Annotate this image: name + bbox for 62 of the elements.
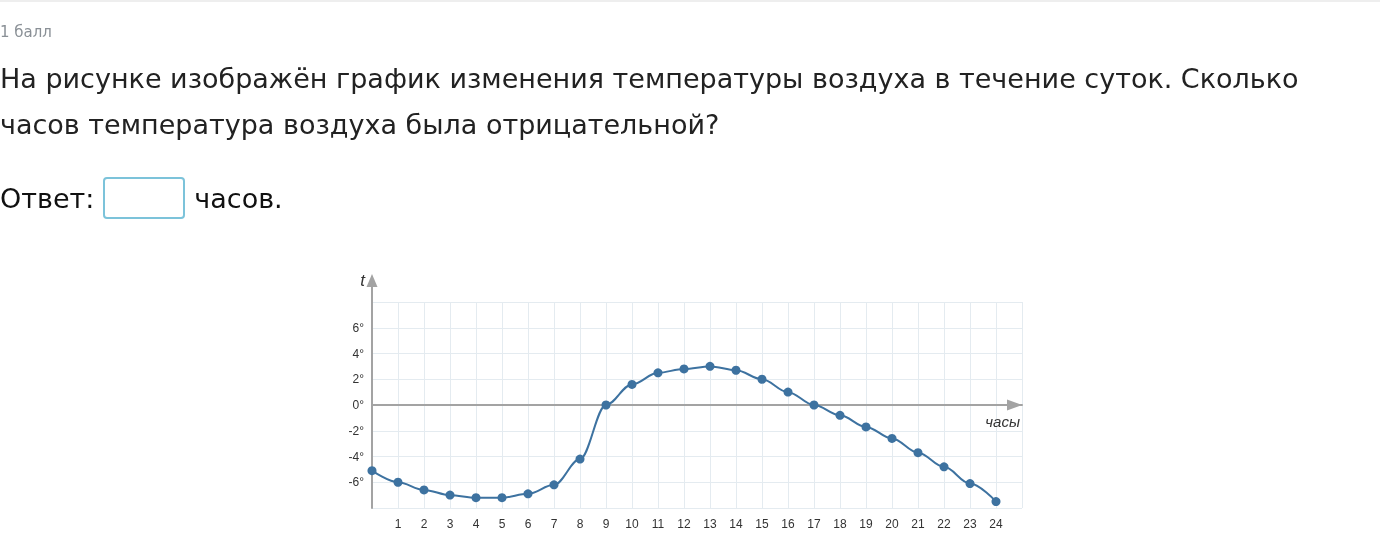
point [809,400,819,410]
point [757,374,767,384]
x-tick-label: 8 [576,517,584,531]
point [497,493,507,503]
point [913,448,923,458]
x-tick-label: 6 [524,517,532,531]
y-tick-label: -2° [348,423,365,438]
x-tick-label: 19 [859,517,873,531]
point [393,477,403,487]
y-axis-title: t [360,271,367,290]
x-tick-label: 1 [394,517,402,531]
x-tick-label: 17 [807,517,821,531]
point [783,387,793,397]
text: 1 балл [0,22,52,42]
x-tick-label: 10 [625,517,639,531]
point [705,361,715,371]
point [835,410,845,420]
x-tick-label: 7 [550,517,558,531]
x-tick-label: 14 [729,517,743,531]
x-axis-title: часы [985,413,1020,430]
y-tick-label: 6° [352,320,365,335]
x-tick-label: 12 [677,517,691,531]
x-tick-label: 18 [833,517,847,531]
point [679,364,689,374]
point [445,490,455,500]
text: часов. [194,182,283,214]
x-tick-label: 5 [498,517,506,531]
point [367,466,377,476]
x-tick-label: 9 [602,517,610,531]
text: Ответ: [0,182,95,214]
point [887,433,897,443]
point [991,497,1001,507]
point [939,462,949,472]
x-tick-label: 13 [703,517,717,531]
point [965,479,975,489]
x-tick-label: 15 [755,517,769,531]
x-tick-label: 20 [885,517,899,531]
x-tick-label: 11 [651,517,665,531]
point [419,485,429,495]
point [653,368,663,378]
point [549,480,559,490]
y-tick-label: -6° [348,475,365,490]
point [471,493,481,503]
x-tick-label: 3 [446,517,454,531]
x-tick-label: 2 [420,517,428,531]
y-tick-label: 0° [352,398,365,412]
x-tick-label: 22 [937,517,951,531]
point [575,454,585,464]
x-tick-label: 23 [963,517,977,531]
point [523,489,533,499]
x-tick-label: 21 [911,517,925,531]
point [861,422,871,432]
y-tick-label: 4° [352,346,365,361]
point [601,400,611,410]
x-tick-label: 16 [781,517,795,531]
chart-title: На рисунке изображён график изменения температуры воздуха в течение суток. Сколько часов температура воздуха была отрицательной? [0,62,1300,142]
x-tick-label: 24 [989,517,1003,531]
y-tick-label: -4° [348,449,365,464]
point [731,365,741,375]
point [627,379,637,389]
y-tick-label: 2° [352,372,365,387]
x-tick-label: 4 [472,517,480,531]
